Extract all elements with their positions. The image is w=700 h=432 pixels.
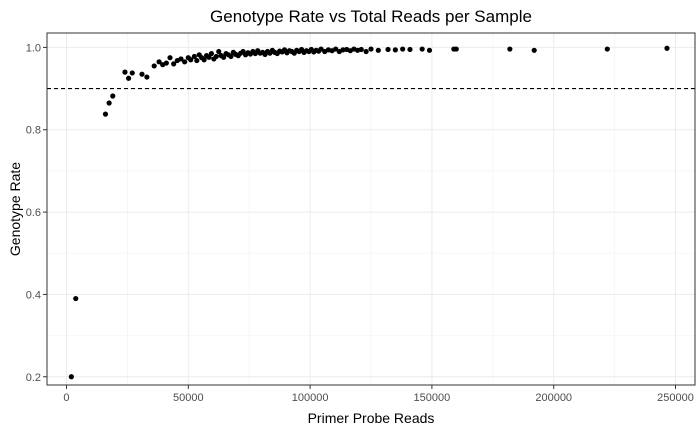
data-point xyxy=(126,75,132,81)
data-point xyxy=(400,46,406,52)
data-point xyxy=(182,59,188,65)
data-point xyxy=(208,50,215,57)
data-point xyxy=(216,48,222,55)
y-axis-title: Genotype Rate xyxy=(7,162,23,256)
data-point xyxy=(507,46,513,52)
data-point xyxy=(171,61,177,67)
x-tick-label: 50000 xyxy=(173,392,204,404)
data-point xyxy=(604,46,610,52)
data-point xyxy=(206,54,212,60)
data-point xyxy=(68,374,74,380)
data-point xyxy=(163,60,169,66)
data-point xyxy=(358,46,364,53)
y-tick-label: 0.6 xyxy=(26,207,41,219)
data-point xyxy=(144,74,150,80)
data-point xyxy=(129,70,135,76)
x-tick-label: 200000 xyxy=(535,392,572,404)
data-point xyxy=(167,55,173,61)
data-point xyxy=(531,47,537,53)
data-point xyxy=(178,56,184,62)
data-point xyxy=(392,47,398,53)
y-tick-label: 0.2 xyxy=(26,372,41,384)
data-point xyxy=(110,93,116,99)
data-point xyxy=(73,295,79,302)
data-point xyxy=(194,57,200,64)
data-point xyxy=(375,47,381,53)
data-point xyxy=(228,53,234,60)
x-axis-title: Primer Probe Reads xyxy=(308,410,435,426)
data-point xyxy=(333,46,339,52)
data-point xyxy=(188,57,194,63)
y-tick-label: 1.0 xyxy=(26,42,41,54)
data-point xyxy=(213,53,219,60)
x-tick-label: 150000 xyxy=(414,392,451,404)
data-point xyxy=(385,46,391,53)
data-point xyxy=(221,54,227,60)
data-point xyxy=(368,46,374,52)
y-tick-label: 0.4 xyxy=(26,289,41,301)
data-point xyxy=(106,100,112,106)
data-point xyxy=(201,57,207,63)
data-point xyxy=(191,53,197,60)
data-point xyxy=(419,46,425,52)
data-point xyxy=(363,48,369,55)
x-tick-label: 250000 xyxy=(657,392,694,404)
data-point xyxy=(139,71,145,77)
data-point xyxy=(407,46,413,53)
data-point xyxy=(318,46,324,52)
data-point xyxy=(453,46,459,52)
data-point xyxy=(122,69,128,75)
x-tick-label: 0 xyxy=(63,392,69,404)
data-point xyxy=(156,59,162,65)
data-point xyxy=(151,63,157,69)
x-tick-label: 100000 xyxy=(292,392,329,404)
data-point xyxy=(664,45,670,51)
plot-panel xyxy=(46,32,696,386)
data-point xyxy=(426,47,433,53)
data-point xyxy=(102,111,109,117)
y-tick-label: 0.8 xyxy=(26,125,41,137)
chart-title: Genotype Rate vs Total Reads per Sample xyxy=(210,7,532,26)
